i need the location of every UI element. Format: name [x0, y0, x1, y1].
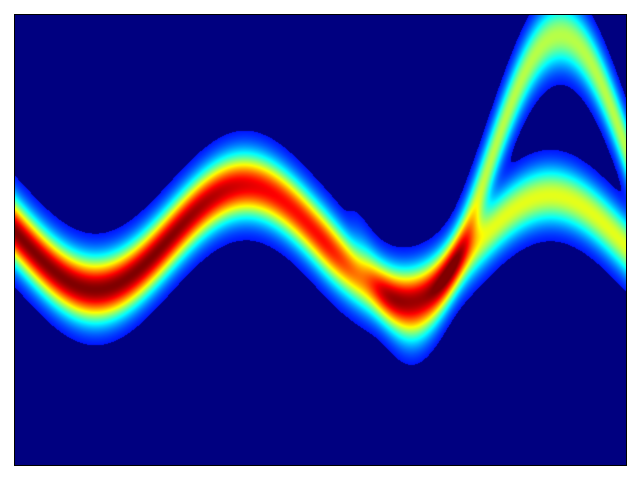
plot-area: [14, 14, 627, 466]
heatmap-image: [15, 15, 626, 465]
